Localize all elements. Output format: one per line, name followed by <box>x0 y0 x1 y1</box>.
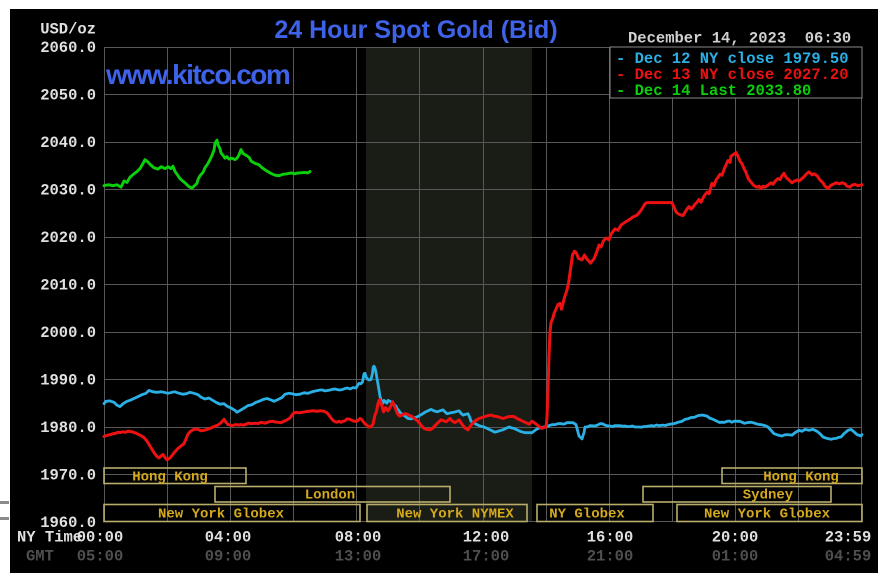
svg-text:2060.0: 2060.0 <box>40 39 96 57</box>
svg-text:December 14, 2023 06:30: December 14, 2023 06:30 <box>628 30 851 48</box>
svg-text:- Dec 13 NY close 2027.20: - Dec 13 NY close 2027.20 <box>616 66 849 84</box>
svg-text:00:00: 00:00 <box>77 529 124 547</box>
svg-text:2050.0: 2050.0 <box>40 87 96 105</box>
svg-text:1980.0: 1980.0 <box>40 419 96 437</box>
svg-text:1960.0: 1960.0 <box>40 514 96 532</box>
svg-text:New York NYMEX: New York NYMEX <box>396 507 514 523</box>
svg-text:GMT: GMT <box>26 548 54 566</box>
svg-text:17:00: 17:00 <box>463 548 510 566</box>
svg-text:USD/oz: USD/oz <box>40 21 96 39</box>
svg-text:2000.0: 2000.0 <box>40 324 96 342</box>
svg-text:NY Time: NY Time <box>17 529 82 547</box>
svg-text:2020.0: 2020.0 <box>40 229 96 247</box>
svg-text:1990.0: 1990.0 <box>40 372 96 390</box>
svg-text:05:00: 05:00 <box>77 548 124 566</box>
svg-text:01:00: 01:00 <box>712 548 759 566</box>
svg-text:Sydney: Sydney <box>743 488 794 504</box>
svg-text:New York Globex: New York Globex <box>704 507 831 523</box>
svg-text:2040.0: 2040.0 <box>40 134 96 152</box>
svg-text:13:00: 13:00 <box>335 548 382 566</box>
svg-text:12:00: 12:00 <box>463 529 510 547</box>
svg-text:New York Globex: New York Globex <box>158 507 285 523</box>
svg-text:2010.0: 2010.0 <box>40 277 96 295</box>
svg-text:08:00: 08:00 <box>335 529 382 547</box>
svg-text:- Dec 12 NY close 1979.50: - Dec 12 NY close 1979.50 <box>616 50 849 68</box>
svg-text:09:00: 09:00 <box>205 548 252 566</box>
svg-text:London: London <box>305 488 355 504</box>
svg-text:04:59: 04:59 <box>825 548 872 566</box>
svg-text:2030.0: 2030.0 <box>40 182 96 200</box>
svg-text:04:00: 04:00 <box>205 529 252 547</box>
svg-text:23:59: 23:59 <box>825 529 872 547</box>
svg-text:Hong Kong: Hong Kong <box>763 469 839 485</box>
svg-text:- Dec 14 Last 2033.80: - Dec 14 Last 2033.80 <box>616 82 811 100</box>
svg-text:20:00: 20:00 <box>712 529 759 547</box>
svg-text:Hong Kong: Hong Kong <box>132 469 208 485</box>
svg-text:21:00: 21:00 <box>587 548 634 566</box>
svg-text:1970.0: 1970.0 <box>40 467 96 485</box>
svg-text:NY Globex: NY Globex <box>549 507 625 523</box>
svg-text:www.kitco.com: www.kitco.com <box>105 59 290 90</box>
svg-text:16:00: 16:00 <box>587 529 634 547</box>
svg-text:24 Hour Spot Gold (Bid): 24 Hour Spot Gold (Bid) <box>274 16 557 44</box>
